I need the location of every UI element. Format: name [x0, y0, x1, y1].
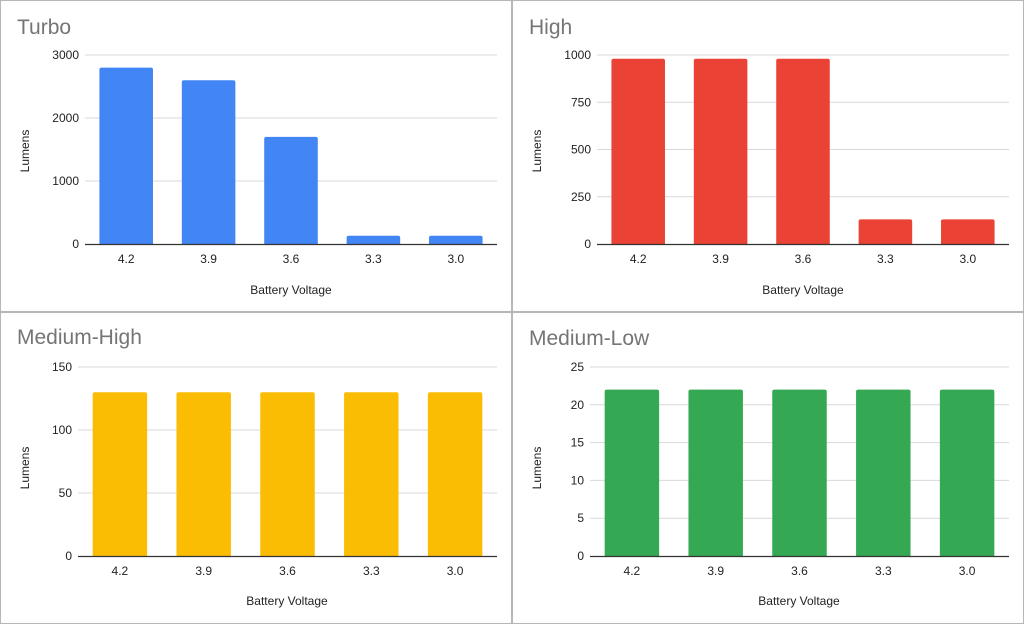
- y-tick-label: 0: [65, 549, 72, 563]
- x-tick-label: 4.2: [624, 564, 641, 578]
- chart-panel-turbo: Turbo 0 1000 2000 3000 4.2 3.9 3.6 3.3 3.0 Batte…: [0, 0, 512, 312]
- x-tick-label: 3.0: [959, 564, 976, 578]
- y-tick-label: 250: [571, 190, 591, 204]
- y-tick-label: 750: [571, 95, 591, 109]
- chart-high: High 0 250 500 750 1000 4.2 3.9 3.6 3.3 3.0 Batte…: [529, 16, 1009, 297]
- y-tick-label: 20: [571, 398, 585, 412]
- y-tick-label: 2000: [52, 111, 79, 125]
- bar: [604, 389, 660, 556]
- x-tick-label: 4.2: [112, 564, 129, 578]
- x-tick-label: 3.9: [200, 252, 217, 266]
- x-tick-label: 3.3: [875, 564, 892, 578]
- x-tick-label: 3.6: [283, 252, 300, 266]
- chart-title: Medium-Low: [529, 327, 650, 350]
- x-tick-label: 3.3: [363, 564, 380, 578]
- x-tick-label: 3.9: [707, 564, 724, 578]
- y-tick-label: 0: [584, 237, 591, 251]
- y-tick-label: 0: [72, 237, 79, 251]
- bar: [344, 392, 399, 556]
- x-axis-label: Battery Voltage: [250, 283, 332, 297]
- chart-panel-medium-low: Medium-Low 0 5 10 15 20 25 4.2 3.9 3.6 3.3 3.0 Bat…: [512, 312, 1024, 624]
- x-axis-label: Battery Voltage: [246, 594, 328, 608]
- y-tick-label: 50: [59, 486, 73, 500]
- y-axis-label: Lumens: [18, 447, 32, 490]
- x-tick-label: 3.9: [195, 564, 212, 578]
- bar: [941, 219, 995, 244]
- chart-medium-low: Medium-Low 0 5 10 15 20 25 4.2 3.9 3.6 3.3 3.0 Bat…: [529, 327, 1009, 608]
- x-tick-label: 4.2: [118, 252, 135, 266]
- x-tick-label: 3.9: [712, 252, 729, 266]
- y-tick-label: 5: [577, 511, 584, 525]
- x-tick-label: 3.6: [795, 252, 812, 266]
- y-axis-label: Lumens: [530, 447, 544, 490]
- chart-panel-medium-high: Medium-High 0 50 100 150 4.2 3.9 3.6 3.3 3.0 Bat…: [0, 312, 512, 624]
- bar: [772, 389, 827, 556]
- x-tick-label: 4.2: [630, 252, 647, 266]
- y-tick-label: 1000: [564, 48, 591, 62]
- x-tick-label: 3.0: [959, 252, 976, 266]
- chart-medium-high: Medium-High 0 50 100 150 4.2 3.9 3.6 3.3 3.0 Bat…: [17, 326, 497, 608]
- chart-title: Turbo: [17, 16, 71, 39]
- x-tick-label: 3.3: [877, 252, 894, 266]
- bar: [688, 389, 743, 556]
- x-tick-label: 3.0: [447, 252, 464, 266]
- y-tick-label: 500: [571, 143, 591, 157]
- y-tick-label: 100: [52, 423, 72, 437]
- y-tick-label: 150: [52, 360, 72, 374]
- bar: [858, 219, 913, 244]
- bar: [99, 67, 153, 244]
- y-tick-label: 3000: [52, 48, 79, 62]
- y-tick-label: 15: [571, 436, 585, 450]
- y-tick-label: 10: [571, 473, 585, 487]
- chart-title: Medium-High: [17, 326, 142, 349]
- bar: [429, 235, 483, 244]
- y-axis-label: Lumens: [18, 130, 32, 173]
- bar: [939, 389, 995, 556]
- bar: [611, 58, 665, 244]
- bar: [427, 392, 483, 556]
- bar: [693, 58, 748, 244]
- x-tick-label: 3.3: [365, 252, 382, 266]
- x-tick-label: 3.0: [447, 564, 464, 578]
- bar: [92, 392, 148, 556]
- x-tick-label: 3.6: [791, 564, 808, 578]
- bar: [856, 389, 911, 556]
- bar: [176, 392, 231, 556]
- chart-panel-high: High 0 250 500 750 1000 4.2 3.9 3.6 3.3 3.0 Batte…: [512, 0, 1024, 312]
- y-tick-label: 0: [577, 549, 584, 563]
- bar: [260, 392, 315, 556]
- bar: [264, 136, 318, 244]
- x-axis-label: Battery Voltage: [758, 594, 840, 608]
- bar: [346, 235, 401, 244]
- x-axis-label: Battery Voltage: [762, 283, 844, 297]
- y-tick-label: 1000: [52, 174, 79, 188]
- bar: [776, 58, 830, 244]
- chart-turbo: Turbo 0 1000 2000 3000 4.2 3.9 3.6 3.3 3.0 Batte…: [17, 16, 497, 297]
- x-tick-label: 3.6: [279, 564, 296, 578]
- y-axis-label: Lumens: [530, 130, 544, 173]
- y-tick-label: 25: [571, 360, 585, 374]
- chart-title: High: [529, 16, 572, 39]
- bar: [181, 80, 236, 244]
